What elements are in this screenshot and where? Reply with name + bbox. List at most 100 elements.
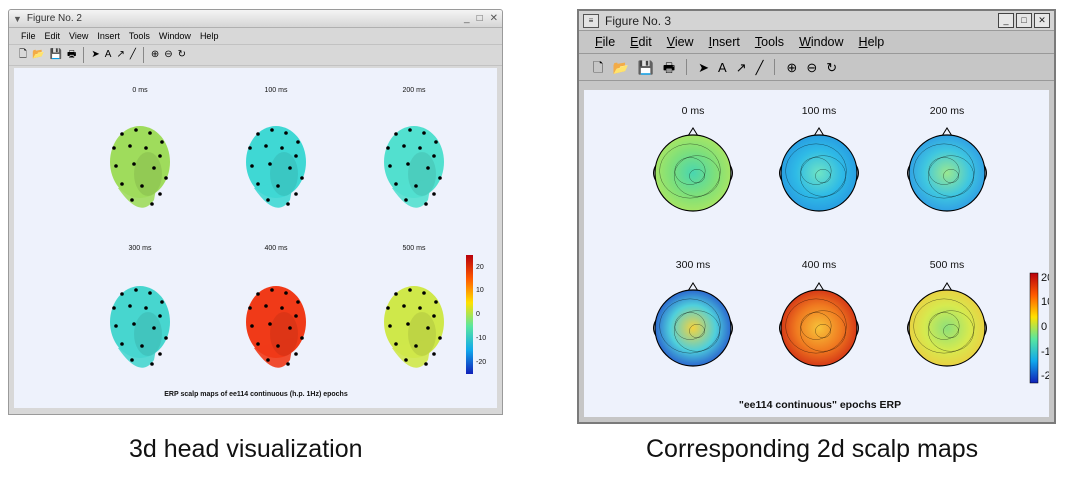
close-icon[interactable]: ✕ [1034,13,1050,28]
menu-edit[interactable]: Edit [630,35,652,49]
head-map-panel: 100 ms [246,87,306,208]
figure-caption: "ee114 continuous" epochs ERP [739,399,901,411]
panel-label: 200 ms [403,87,426,94]
line-tool-icon[interactable]: ╱ [755,59,764,75]
menu-window[interactable]: Window [799,35,844,49]
zoom-out-icon[interactable]: ⊖ [806,59,818,75]
colorbar-tick: 10 [1041,296,1049,308]
maximize-icon[interactable]: □ [476,13,483,24]
print-icon[interactable]: 🖶 [66,49,77,60]
arrow-pointer-icon[interactable]: ➤ [91,49,100,60]
menu-view[interactable]: View [666,35,694,49]
contour-line [913,143,975,199]
electrode-dot [300,336,304,340]
electrode-dot [406,162,410,166]
electrode-dot [112,146,116,150]
title-bar[interactable]: ▼ Figure No. 2 _ □ ✕ [9,10,502,28]
arrow-tool-icon[interactable]: ↗ [116,49,125,60]
electrode-dot [294,352,298,356]
electrode-dot [404,358,408,362]
rotate-icon[interactable]: ↻ [177,49,187,60]
electrode-dot [286,362,290,366]
electrode-dot [276,184,280,188]
electrode-dot [422,131,426,135]
toolbar-separator [774,59,776,75]
zoom-in-icon[interactable]: ⊕ [150,49,160,60]
contour-line [689,323,705,339]
zoom-in-icon[interactable]: ⊕ [786,59,798,75]
electrode-dot [266,198,270,202]
zoom-out-icon[interactable]: ⊖ [164,49,173,60]
text-tool-icon[interactable]: A [104,49,112,60]
save-icon[interactable]: 💾 [49,49,62,60]
nose-marker [813,282,825,292]
electrode-dot [394,292,398,296]
head-map-panel: 300 ms [110,245,170,368]
electrode-dot [114,164,118,168]
line-tool-icon[interactable]: ╱ [129,49,136,60]
colorbar-tick: 20 [476,264,484,271]
title-bar[interactable]: ≡ Figure No. 3 _ □ ✕ [579,11,1054,31]
open-folder-icon[interactable]: 📂 [32,49,45,60]
contour-line [689,168,705,184]
electrode-dot [264,304,268,308]
toolbar-separator [686,59,688,75]
menu-insert[interactable]: Insert [97,31,120,41]
caption-right: Corresponding 2d scalp maps [646,435,979,463]
menu-tools[interactable]: Tools [754,35,785,49]
open-folder-icon[interactable]: 📂 [612,59,629,75]
new-file-icon[interactable]: 🗋 [19,49,28,60]
menu-file[interactable]: File [595,35,616,49]
text-tool-icon[interactable]: A [718,59,727,75]
toolbar-separator [142,47,144,63]
menu-tools[interactable]: Tools [128,31,150,41]
system-menu-icon[interactable]: ≡ [583,13,599,28]
toolbar: 🗋 📂 💾 🖶 ➤ A ↗ ╱ ⊕ ⊖ ↻ [579,53,1054,81]
electrode-dot [280,306,284,310]
save-icon[interactable]: 💾 [637,59,654,75]
electrode-dot [408,128,412,132]
window-menu-icon[interactable]: ▼ [13,13,22,24]
arrow-pointer-icon[interactable]: ➤ [698,59,710,75]
minimize-icon[interactable]: _ [998,13,1014,28]
scalp-disc [908,134,986,212]
electrode-dot [158,192,162,196]
close-icon[interactable]: ✕ [489,13,498,24]
electrode-dot [386,306,390,310]
electrode-dot [114,324,118,328]
electrode-dot [406,322,410,326]
electrode-dot [128,304,132,308]
electrode-dot [424,202,428,206]
maximize-icon[interactable]: □ [1016,13,1032,28]
nose-marker [813,127,825,137]
panel-label: 500 ms [930,259,964,271]
toolbar-separator [83,47,85,63]
electrode-dot [120,342,124,346]
face-shading [408,312,436,356]
print-icon[interactable]: 🖶 [662,59,676,75]
menu-help[interactable]: Help [199,31,219,41]
electrode-dot [120,132,124,136]
menu-file[interactable]: File [21,31,36,41]
new-file-icon[interactable]: 🗋 [593,59,604,75]
menu-help[interactable]: Help [858,35,885,49]
electrode-dot [158,352,162,356]
minimize-icon[interactable]: _ [464,13,470,24]
menu-edit[interactable]: Edit [44,31,61,41]
arrow-tool-icon[interactable]: ↗ [735,59,747,75]
scalp-map-panel: 300 ms [653,259,733,367]
menu-insert[interactable]: Insert [708,35,740,49]
rotate-icon[interactable]: ↻ [826,59,838,75]
menu-bar: File Edit View Insert Tools Window Help [579,31,1054,53]
electrode-dot [276,344,280,348]
colorbar [1029,272,1039,384]
electrode-dot [164,336,168,340]
electrode-dot [294,154,298,158]
electrode-dot [432,314,436,318]
figure-caption: ERP scalp maps of ee114 continuous (h.p.… [164,391,348,398]
head-face [392,178,432,208]
head-map-panel: 0 ms [110,87,170,208]
menu-window[interactable]: Window [158,31,191,41]
menu-view[interactable]: View [69,31,89,41]
electrode-dot [132,322,136,326]
